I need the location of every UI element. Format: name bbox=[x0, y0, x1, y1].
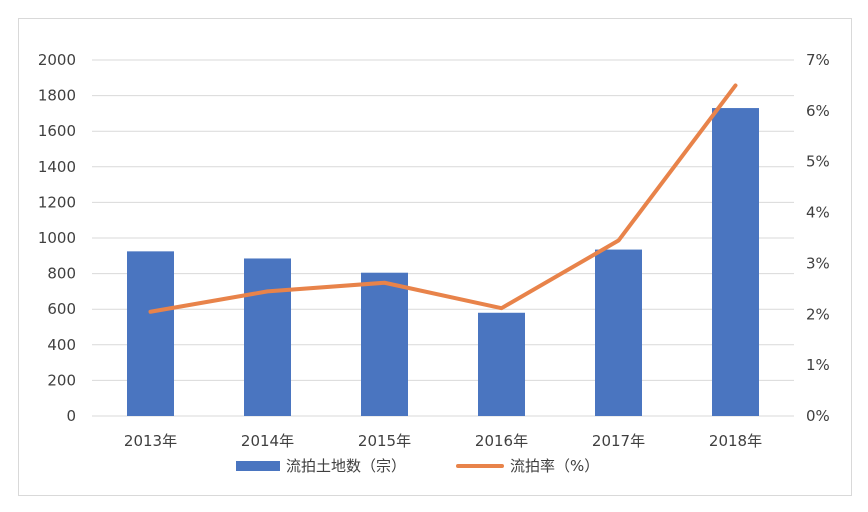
bar bbox=[127, 251, 174, 416]
rate-line bbox=[148, 83, 738, 314]
left-tick-label: 1600 bbox=[38, 122, 76, 140]
right-tick-label: 7% bbox=[806, 51, 830, 69]
bar bbox=[361, 272, 408, 416]
legend-swatch-bars bbox=[236, 461, 280, 471]
right-tick-label: 1% bbox=[806, 356, 830, 374]
left-tick-label: 1800 bbox=[38, 87, 76, 105]
left-tick-label: 600 bbox=[47, 300, 76, 318]
right-tick-label: 2% bbox=[806, 305, 830, 323]
category-label: 2015年 bbox=[358, 432, 411, 450]
category-label: 2018年 bbox=[709, 432, 762, 450]
bar bbox=[478, 312, 525, 416]
left-tick-label: 0 bbox=[66, 407, 76, 425]
x-axis-categories: 2013年 2014年 2015年 2016年 2017年 2018年 bbox=[124, 432, 762, 450]
bar-series bbox=[127, 108, 759, 416]
category-label: 2014年 bbox=[241, 432, 294, 450]
right-axis-ticks: 0% 1% 2% 3% 4% 5% 6% 7% bbox=[806, 51, 830, 425]
legend: 流拍土地数（宗） 流拍率（%） bbox=[236, 457, 599, 475]
category-label: 2016年 bbox=[475, 432, 528, 450]
left-axis-ticks: 0 200 400 600 800 1000 1200 1400 1600 1800 2000 bbox=[38, 51, 76, 425]
left-tick-label: 1400 bbox=[38, 158, 76, 176]
left-tick-label: 200 bbox=[47, 371, 76, 389]
category-label: 2017年 bbox=[592, 432, 645, 450]
category-label: 2013年 bbox=[124, 432, 177, 450]
bar bbox=[244, 258, 291, 416]
left-tick-label: 800 bbox=[47, 265, 76, 283]
left-tick-label: 400 bbox=[47, 336, 76, 354]
left-tick-label: 1000 bbox=[38, 229, 76, 247]
legend-label-bars: 流拍土地数（宗） bbox=[286, 457, 406, 475]
bar bbox=[712, 108, 759, 416]
bar bbox=[595, 249, 642, 416]
left-tick-label: 1200 bbox=[38, 193, 76, 211]
right-tick-label: 5% bbox=[806, 153, 830, 171]
gridlines bbox=[92, 59, 794, 417]
legend-label-line: 流拍率（%） bbox=[510, 457, 599, 475]
right-tick-label: 0% bbox=[806, 407, 830, 425]
right-tick-label: 3% bbox=[806, 254, 830, 272]
right-tick-label: 4% bbox=[806, 204, 830, 222]
left-tick-label: 2000 bbox=[38, 51, 76, 69]
right-tick-label: 6% bbox=[806, 102, 830, 120]
line-series bbox=[148, 83, 738, 314]
